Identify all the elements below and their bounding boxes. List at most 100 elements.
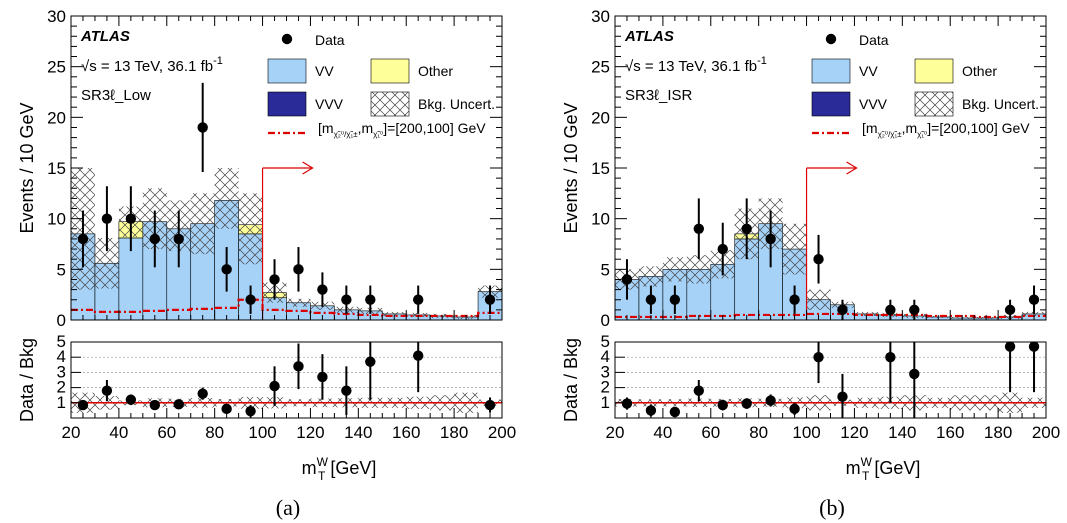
ratio-point <box>789 403 800 415</box>
uncertainty-band <box>638 266 663 287</box>
cut-arrowhead <box>846 161 858 175</box>
uncertainty-band <box>806 289 831 310</box>
x-axis-label-sub: T <box>862 469 870 483</box>
x-tick-label: 40 <box>109 423 128 442</box>
ratio-point <box>837 391 848 402</box>
data-point <box>125 213 137 224</box>
uncertainty-band <box>238 193 263 265</box>
data-point <box>317 284 328 295</box>
x-tick-label: 60 <box>157 423 176 442</box>
ratio-y-tick-label: 5 <box>601 332 610 351</box>
data-point <box>669 294 681 305</box>
legend-data-label: Data <box>859 32 889 48</box>
legend-signal-label: [mχ̃₂⁰/χ̃₁±,mχ̃₁⁰]=[200,100] GeV <box>318 120 486 139</box>
data-point <box>197 122 208 133</box>
y-tick-label: 15 <box>47 159 66 178</box>
y-tick-label: 0 <box>601 311 610 330</box>
x-tick-label: 40 <box>653 423 672 442</box>
data-point <box>293 264 304 275</box>
ratio-point <box>693 385 705 396</box>
legend-other-swatch <box>370 58 410 84</box>
data-point <box>789 294 800 305</box>
ratio-y-tick-label: 3 <box>601 362 610 381</box>
y-tick-label: 30 <box>591 7 610 26</box>
ratio-y-tick-label: 2 <box>601 378 610 397</box>
ratio-y-tick-label: 2 <box>57 378 66 397</box>
signal-line <box>71 298 502 318</box>
ratio-point <box>173 399 184 410</box>
data-point <box>741 223 752 234</box>
ratio-y-axis-label: Data / Bkg <box>17 338 37 422</box>
x-tick-label: 100 <box>792 423 820 442</box>
x-tick-label: 140 <box>344 423 372 442</box>
data-point <box>245 294 256 305</box>
uncertainty-band <box>686 255 711 284</box>
ratio-point <box>77 399 89 411</box>
ratio-point <box>484 399 496 411</box>
legend: Data VV Other VVV Bkg. Uncert. [mχ̃₂⁰/χ̃₁±,mχ… <box>811 32 1039 139</box>
x-axis-label-sup: W <box>861 455 873 469</box>
legend-vvv-label: VVV <box>315 96 344 112</box>
y-tick-label: 20 <box>591 108 610 127</box>
y-axis-label: Events / 10 GeV <box>561 102 581 233</box>
legend-vvv-label: VVV <box>859 96 888 112</box>
data-point <box>813 254 824 265</box>
ratio-point <box>245 405 256 417</box>
y-tick-label: 10 <box>591 210 610 229</box>
x-axis-label-sup: W <box>317 455 329 469</box>
data-point <box>484 294 496 305</box>
y-tick-label: 20 <box>47 108 66 127</box>
legend-other-label: Other <box>418 63 453 79</box>
ratio-point <box>669 406 681 418</box>
data-point <box>173 233 184 245</box>
x-tick-label: 140 <box>888 423 916 442</box>
experiment-label: ATLAS <box>80 28 130 45</box>
main-plot: 0 5 10 15 20 25 30 Events / 10 GeV ATLAS √s = 13 … <box>17 7 503 330</box>
data-point <box>1028 294 1040 305</box>
uncertainty-band <box>94 237 119 289</box>
energy-label-sup: -1 <box>757 55 767 67</box>
y-tick-label: 25 <box>47 58 66 77</box>
x-tick-label: 80 <box>749 423 768 442</box>
legend-unc-swatch <box>370 91 410 117</box>
panel-caption: (b) <box>819 495 845 520</box>
y-tick-label: 0 <box>57 311 66 330</box>
y-tick-label: 30 <box>47 7 66 26</box>
uncertainty-band <box>190 193 215 255</box>
data-point <box>837 304 848 316</box>
data-point <box>645 294 657 305</box>
ratio-point <box>221 403 232 415</box>
ratio-point <box>317 371 328 383</box>
ratio-point <box>765 395 776 406</box>
data-point <box>1004 304 1016 316</box>
ratio-point <box>149 399 161 411</box>
legend-other-swatch <box>914 58 954 84</box>
y-axis-label: Events / 10 GeV <box>17 102 37 233</box>
y-tick-label: 25 <box>591 58 610 77</box>
ratio-y-axis-label: Data / Bkg <box>561 338 581 422</box>
data-point <box>909 304 920 316</box>
y-tick-label: 10 <box>47 210 66 229</box>
x-tick-label: 160 <box>936 423 964 442</box>
ratio-y-tick-label: 4 <box>601 347 610 366</box>
ratio-point <box>197 388 208 399</box>
legend-data-marker <box>281 33 293 45</box>
uncertainty-band <box>662 257 687 282</box>
uncertainty-band <box>382 311 407 316</box>
ratio-point <box>621 398 633 409</box>
region-label: SR3ℓ_Low <box>81 87 151 104</box>
legend-vv-swatch <box>811 58 851 84</box>
x-axis-label-sub: T <box>318 469 326 483</box>
uncertainty-band <box>782 223 807 275</box>
ratio-point <box>101 385 113 396</box>
ratio-y-tick-label: 3 <box>57 362 66 381</box>
data-point <box>365 294 376 305</box>
energy-label: √s = 13 TeV, 36.1 fb-1 <box>81 55 223 75</box>
uncertainty-band <box>286 298 311 307</box>
ratio-point <box>125 394 137 405</box>
ratio-y-tick-label: 1 <box>57 393 66 412</box>
legend-unc-swatch <box>914 91 954 117</box>
